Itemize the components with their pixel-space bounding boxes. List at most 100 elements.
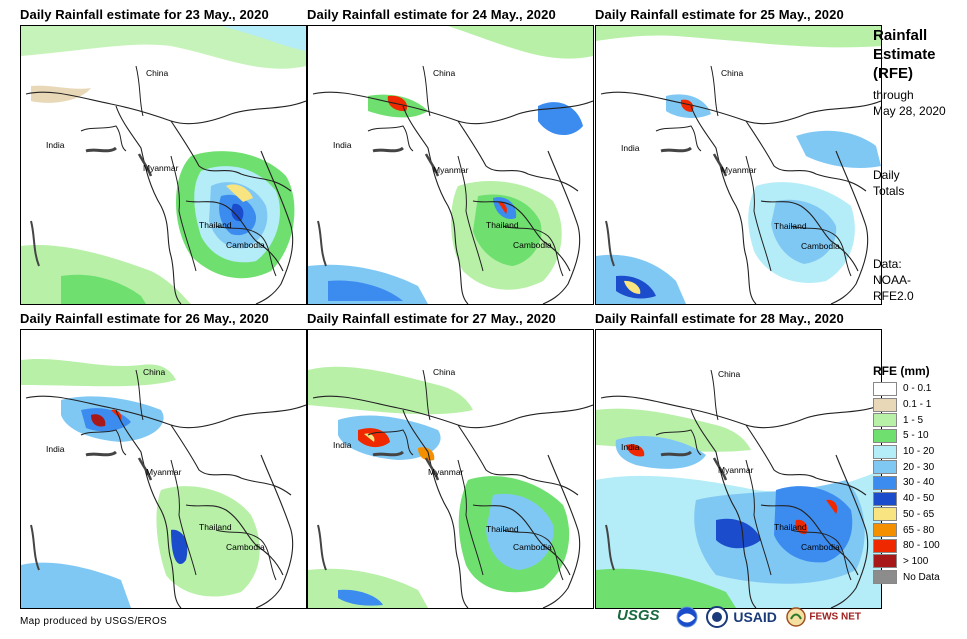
legend-label: 65 - 80	[903, 524, 935, 536]
legend-label: > 100	[903, 555, 929, 567]
legend-item: 5 - 10	[873, 428, 965, 444]
label-thailand: Thailand	[774, 522, 807, 532]
rfe-legend: RFE (mm) 0 - 0.1 0.1 - 1 1 - 5 5 - 10 10 - 2…	[873, 364, 965, 585]
label-thailand: Thailand	[199, 220, 232, 230]
label-myanmar: Myanmar	[146, 467, 182, 477]
legend-item: 0.1 - 1	[873, 397, 965, 413]
map-panel-24-may: Daily Rainfall estimate for 24 May., 202…	[307, 7, 594, 307]
data-source: Data: NOAA- RFE2.0	[873, 257, 914, 303]
legend-item: No Data	[873, 569, 965, 585]
rainfall-map: China India Myanmar Thailand Cambodia	[595, 25, 882, 305]
label-myanmar: Myanmar	[143, 163, 179, 173]
legend-label: 50 - 65	[903, 508, 935, 520]
label-myanmar: Myanmar	[718, 465, 754, 475]
label-china: China	[146, 68, 168, 78]
noaa-icon	[676, 606, 698, 628]
rfe-title: Rainfall Estimate (RFE)	[873, 27, 936, 82]
legend-item: 20 - 30	[873, 459, 965, 475]
rainfall-map: China India Myanmar Thailand Cambodia	[20, 25, 307, 305]
legend-label: 10 - 20	[903, 446, 935, 458]
legend-swatch	[873, 381, 897, 396]
label-cambodia: Cambodia	[801, 241, 840, 251]
rainfall-map: China India Myanmar Thailand Cambodia	[307, 329, 594, 609]
usaid-logo: USAID	[706, 606, 777, 628]
label-china: China	[433, 68, 455, 78]
legend-swatch	[873, 413, 897, 428]
fewsnet-logo-text: FEWS NET	[809, 611, 862, 623]
usaid-logo-text: USAID	[733, 609, 777, 625]
label-thailand: Thailand	[199, 522, 232, 532]
usgs-logo-text: USGS	[617, 607, 660, 624]
panel-title: Daily Rainfall estimate for 27 May., 202…	[307, 311, 556, 326]
label-india: India	[333, 140, 352, 150]
label-cambodia: Cambodia	[513, 542, 552, 552]
legend-swatch	[873, 428, 897, 443]
legend-swatch	[873, 507, 897, 522]
rainfall-map: China India Myanmar Thailand Cambodia	[307, 25, 594, 305]
legend-swatch	[873, 460, 897, 475]
label-india: India	[46, 444, 65, 454]
legend-label: No Data	[903, 571, 940, 583]
panel-title: Daily Rainfall estimate for 25 May., 202…	[595, 7, 844, 22]
legend-swatch	[873, 397, 897, 412]
map-panel-27-may: Daily Rainfall estimate for 27 May., 202…	[307, 311, 594, 611]
legend-item: 40 - 50	[873, 491, 965, 507]
label-cambodia: Cambodia	[801, 542, 840, 552]
label-myanmar: Myanmar	[428, 467, 464, 477]
legend-title: RFE (mm)	[873, 364, 930, 378]
label-myanmar: Myanmar	[721, 165, 757, 175]
label-china: China	[143, 367, 165, 377]
legend-label: 1 - 5	[903, 414, 924, 426]
legend-item: 1 - 5	[873, 412, 965, 428]
fewsnet-icon	[786, 607, 806, 627]
daily-totals: Daily Totals	[873, 168, 905, 198]
legend-label: 0.1 - 1	[903, 399, 932, 411]
fewsnet-logo: FEWS NET	[786, 607, 861, 627]
panel-title: Daily Rainfall estimate for 24 May., 202…	[307, 7, 556, 22]
label-thailand: Thailand	[486, 524, 519, 534]
legend-swatch	[873, 523, 897, 538]
legend-label: 20 - 30	[903, 461, 935, 473]
legend-swatch	[873, 444, 897, 459]
panel-title: Daily Rainfall estimate for 28 May., 202…	[595, 311, 844, 326]
label-cambodia: Cambodia	[226, 240, 265, 250]
label-china: China	[721, 68, 743, 78]
label-thailand: Thailand	[774, 221, 807, 231]
legend-item: 10 - 20	[873, 444, 965, 460]
through-date: through May 28, 2020	[873, 88, 946, 118]
label-cambodia: Cambodia	[226, 542, 265, 552]
legend-item: 80 - 100	[873, 538, 965, 554]
legend-item: 0 - 0.1	[873, 381, 965, 397]
legend-swatch	[873, 554, 897, 569]
legend-label: 0 - 0.1	[903, 383, 932, 395]
map-credit: Map produced by USGS/EROS	[20, 616, 168, 627]
map-panel-28-may: Daily Rainfall estimate for 28 May., 202…	[595, 311, 882, 611]
legend-label: 40 - 50	[903, 493, 935, 505]
legend-label: 30 - 40	[903, 477, 935, 489]
label-india: India	[621, 442, 640, 452]
noaa-logo	[676, 606, 698, 631]
map-panel-25-may: Daily Rainfall estimate for 25 May., 202…	[595, 7, 882, 307]
legend-label: 5 - 10	[903, 430, 929, 442]
legend-swatch	[873, 491, 897, 506]
legend-label: 80 - 100	[903, 540, 940, 552]
panel-title: Daily Rainfall estimate for 26 May., 202…	[20, 311, 269, 326]
legend-swatch	[873, 570, 897, 585]
map-panel-23-may: Daily Rainfall estimate for 23 May., 202…	[20, 7, 307, 307]
legend-swatch	[873, 475, 897, 490]
legend-item: 65 - 80	[873, 522, 965, 538]
legend-item: 50 - 65	[873, 507, 965, 523]
map-panel-26-may: Daily Rainfall estimate for 26 May., 202…	[20, 311, 307, 611]
label-myanmar: Myanmar	[433, 165, 469, 175]
panel-title: Daily Rainfall estimate for 23 May., 202…	[20, 7, 269, 22]
label-cambodia: Cambodia	[513, 240, 552, 250]
label-india: India	[333, 440, 352, 450]
label-china: China	[718, 369, 740, 379]
legend-item: > 100	[873, 554, 965, 570]
legend-swatch	[873, 538, 897, 553]
usgs-logo: USGS	[617, 607, 660, 624]
label-india: India	[46, 140, 65, 150]
rainfall-map: China India Myanmar Thailand Cambodia	[595, 329, 882, 609]
legend-item: 30 - 40	[873, 475, 965, 491]
usaid-seal-icon	[706, 606, 728, 628]
